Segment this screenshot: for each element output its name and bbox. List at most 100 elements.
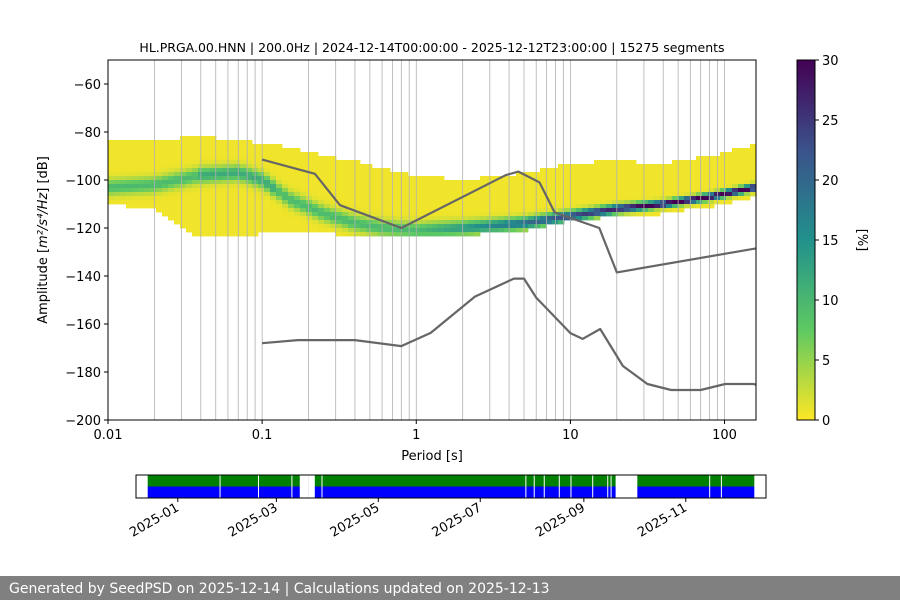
- heatmap-cell: [246, 232, 253, 237]
- heatmap-cell: [222, 160, 229, 165]
- y-tick-label: −60: [74, 78, 101, 93]
- heatmap-cell: [276, 180, 283, 185]
- timeline-frame: [135, 474, 767, 499]
- heatmap-cell: [342, 184, 349, 189]
- heatmap-cell: [540, 200, 547, 205]
- heatmap-cell: [264, 172, 271, 177]
- heatmap-cell: [354, 200, 361, 205]
- heatmap-cell: [156, 144, 163, 149]
- heatmap-cell: [270, 220, 277, 225]
- heatmap-cell: [564, 172, 571, 177]
- heatmap-cell: [246, 144, 253, 149]
- heatmap-cell: [192, 172, 199, 177]
- heatmap-cell: [246, 180, 253, 185]
- heatmap-cell: [210, 192, 217, 197]
- heatmap-cell: [384, 224, 391, 229]
- heatmap-cell: [618, 172, 625, 177]
- heatmap-cell: [486, 176, 493, 181]
- heatmap-cell: [360, 192, 367, 197]
- heatmap-cell: [456, 204, 463, 209]
- heatmap-cell: [162, 180, 169, 185]
- heatmap-cell: [522, 176, 529, 181]
- heatmap-cell: [156, 192, 163, 197]
- heatmap-cell: [372, 232, 379, 237]
- heatmap-cell: [570, 192, 577, 197]
- heatmap-cell: [648, 188, 655, 193]
- heatmap-cell: [678, 160, 685, 165]
- heatmap-cell: [540, 172, 547, 177]
- heatmap-cell: [108, 144, 115, 149]
- heatmap-cell: [234, 148, 241, 153]
- heatmap-cell: [330, 160, 337, 165]
- heatmap-cell: [210, 228, 217, 233]
- heatmap-cell: [246, 160, 253, 165]
- heatmap-cell: [630, 160, 637, 165]
- heatmap-cell: [678, 188, 685, 193]
- heatmap-cell: [336, 196, 343, 201]
- heatmap-cell: [312, 216, 319, 221]
- heatmap-cell: [510, 224, 517, 229]
- heatmap-cell: [708, 192, 715, 197]
- heatmap-cell: [216, 188, 223, 193]
- heatmap-cell: [198, 184, 205, 189]
- heatmap-cell: [270, 180, 277, 185]
- heatmap-cell: [414, 192, 421, 197]
- heatmap-cell: [186, 136, 193, 141]
- heatmap-cell: [396, 200, 403, 205]
- heatmap-cell: [210, 232, 217, 237]
- heatmap-cell: [288, 168, 295, 173]
- heatmap-cell: [432, 192, 439, 197]
- heatmap-cell: [144, 188, 151, 193]
- heatmap-cell: [600, 184, 607, 189]
- heatmap-cell: [180, 204, 187, 209]
- heatmap-cell: [348, 168, 355, 173]
- heatmap-cell: [186, 180, 193, 185]
- heatmap-cell: [570, 180, 577, 185]
- heatmap-cell: [450, 208, 457, 213]
- heatmap-cell: [360, 232, 367, 237]
- heatmap-cell: [348, 224, 355, 229]
- heatmap-cell: [738, 184, 745, 189]
- heatmap-cell: [672, 160, 679, 165]
- heatmap-cell: [516, 188, 523, 193]
- heatmap-cell: [114, 144, 121, 149]
- heatmap-cell: [540, 176, 547, 181]
- heatmap-cell: [648, 208, 655, 213]
- heatmap-cell: [210, 164, 217, 169]
- heatmap-cell: [360, 164, 367, 169]
- heatmap-cell: [636, 184, 643, 189]
- heatmap-cell: [432, 180, 439, 185]
- heatmap-cell: [168, 184, 175, 189]
- heatmap-cell: [642, 184, 649, 189]
- heatmap-cell: [168, 172, 175, 177]
- heatmap-cell: [690, 168, 697, 173]
- heatmap-cell: [618, 200, 625, 205]
- heatmap-cell: [240, 232, 247, 237]
- heatmap-cell: [522, 196, 529, 201]
- heatmap-cell: [750, 160, 756, 165]
- heatmap-cell: [336, 168, 343, 173]
- heatmap-cell: [210, 188, 217, 193]
- heatmap-cell: [408, 200, 415, 205]
- heatmap-cell: [162, 168, 169, 173]
- heatmap-cell: [504, 212, 511, 217]
- heatmap-cell: [576, 188, 583, 193]
- heatmap-cell: [480, 180, 487, 185]
- heatmap-cell: [210, 224, 217, 229]
- heatmap-cell: [708, 172, 715, 177]
- heatmap-cell: [582, 164, 589, 169]
- heatmap-cell: [684, 192, 691, 197]
- heatmap-cell: [618, 168, 625, 173]
- heatmap-cell: [186, 200, 193, 205]
- heatmap-cell: [390, 212, 397, 217]
- heatmap-cell: [378, 208, 385, 213]
- heatmap-cell: [186, 216, 193, 221]
- heatmap-cell: [444, 224, 451, 229]
- heatmap-cell: [366, 172, 373, 177]
- heatmap-cell: [276, 184, 283, 189]
- heatmap-cell: [378, 200, 385, 205]
- heatmap-cell: [738, 148, 745, 153]
- heatmap-cell: [204, 228, 211, 233]
- heatmap-cell: [672, 192, 679, 197]
- heatmap-cell: [162, 172, 169, 177]
